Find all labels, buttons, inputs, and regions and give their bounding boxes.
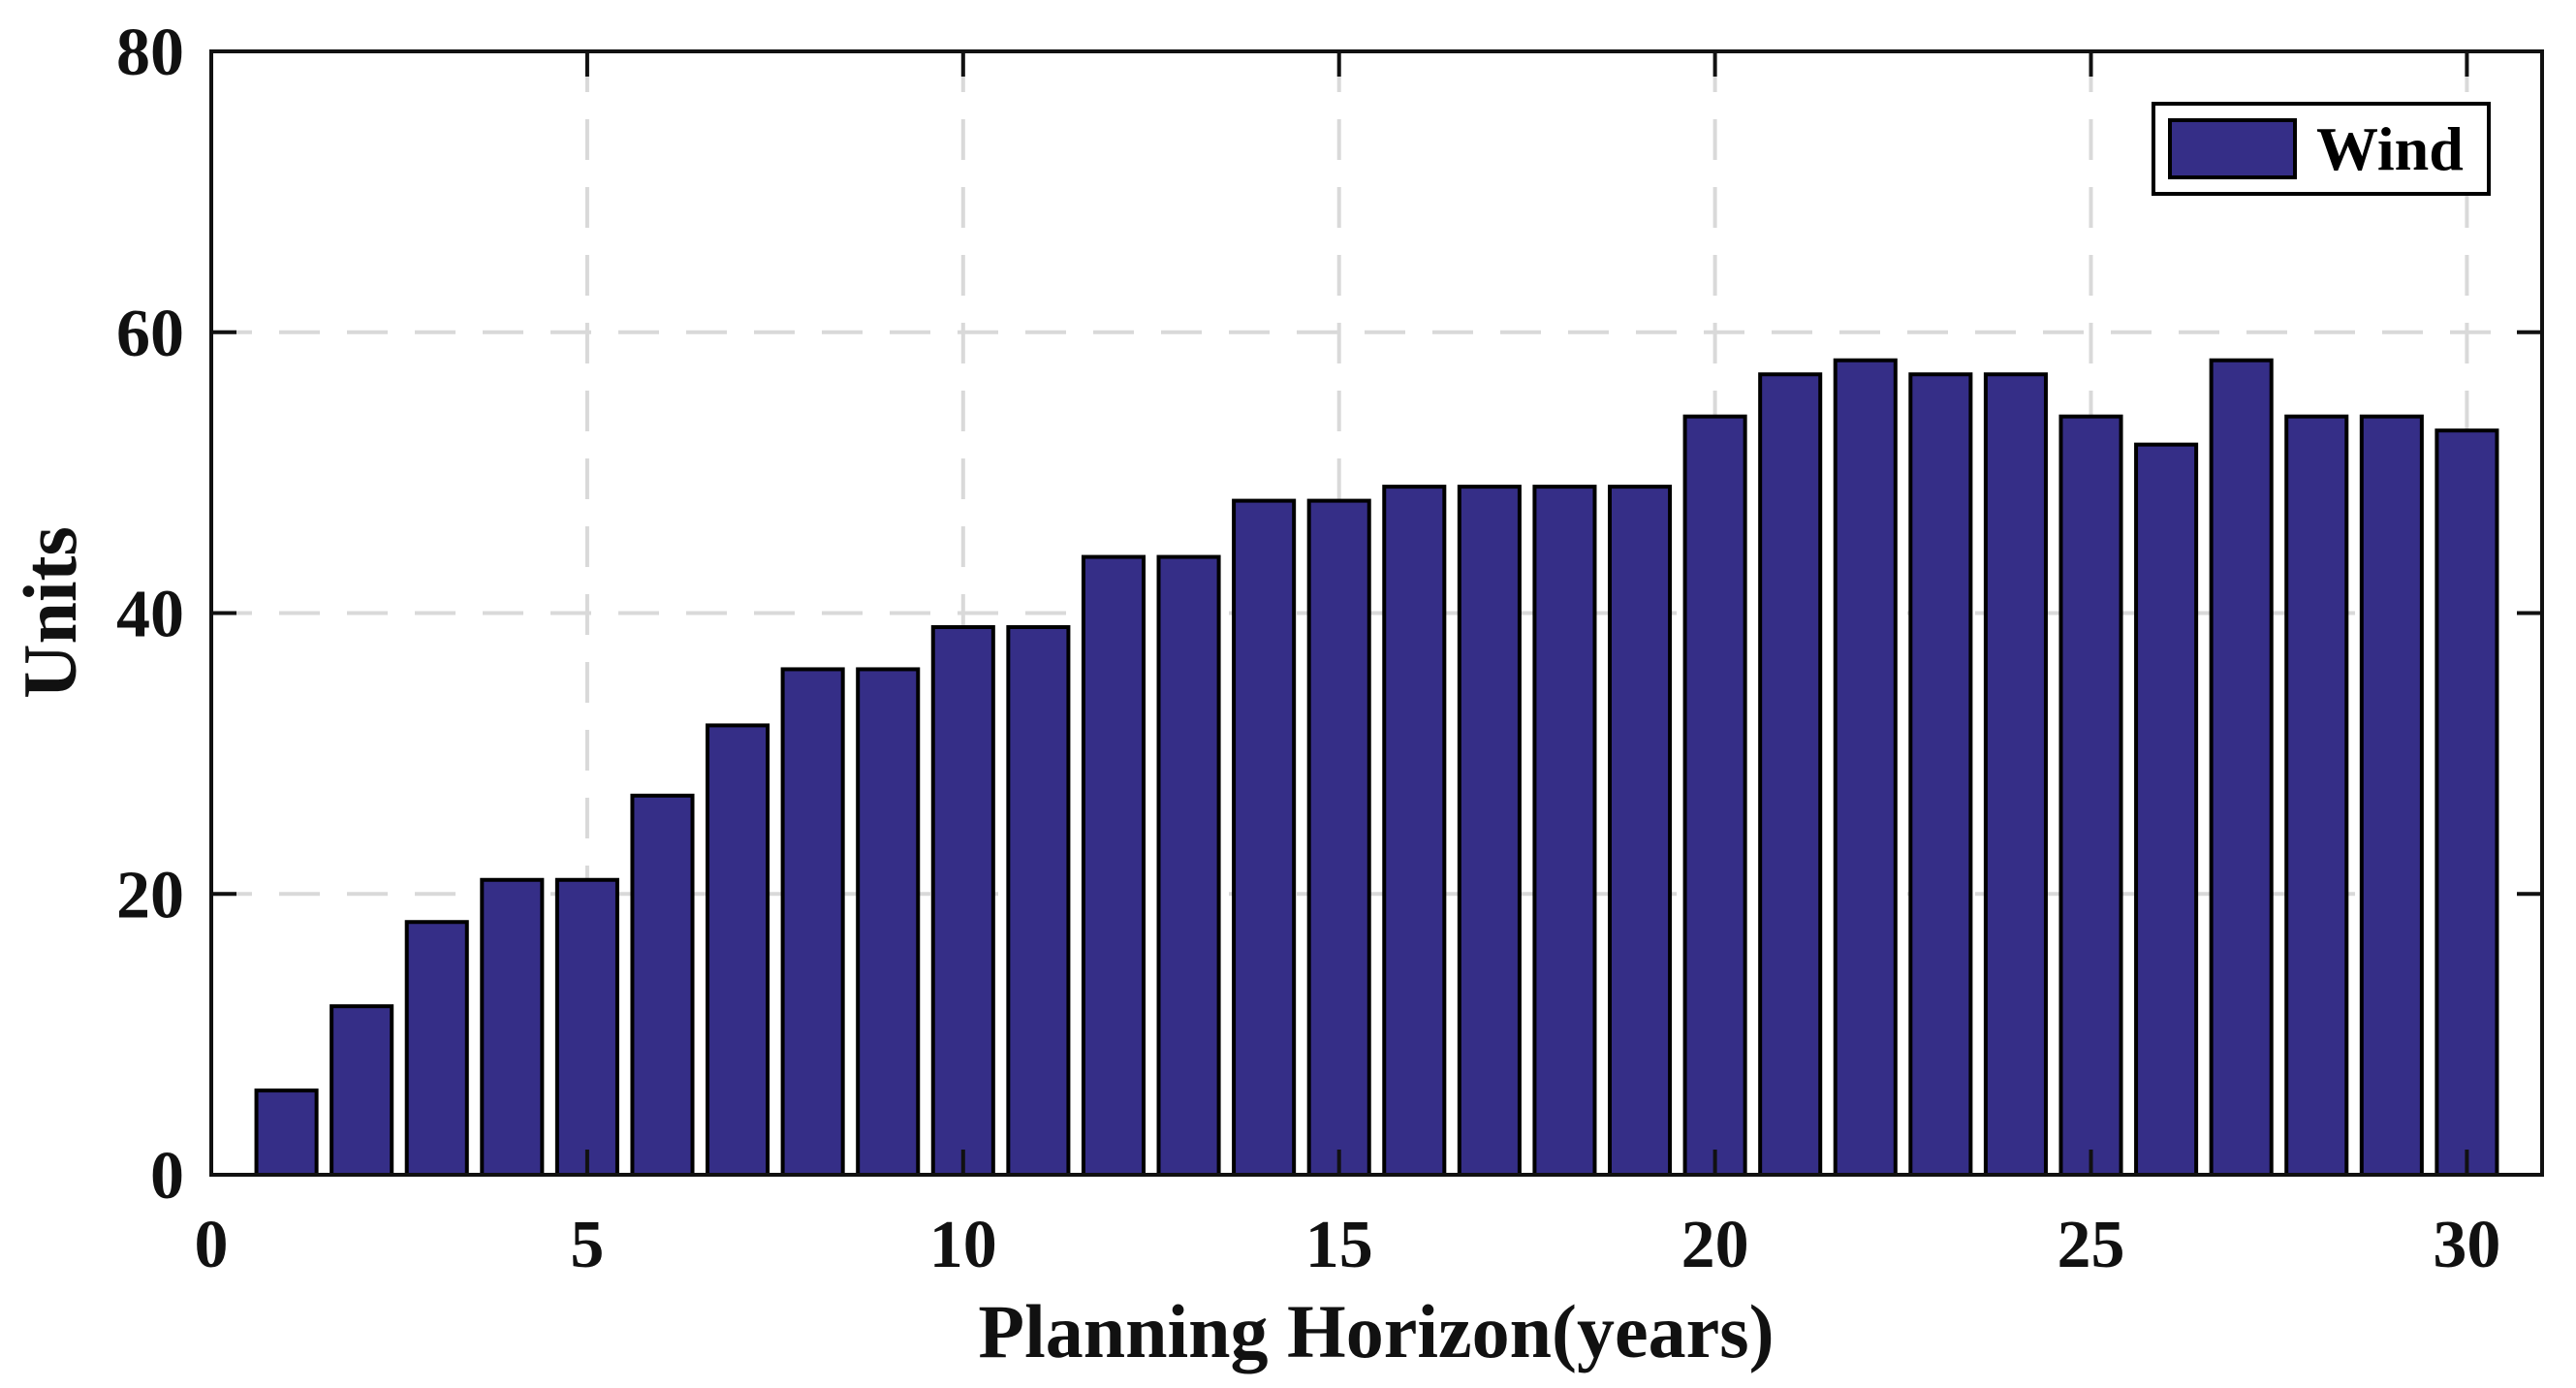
bar-year-28: [2284, 414, 2349, 1177]
bar-year-10: [930, 624, 995, 1177]
bar-year-24: [1983, 372, 2048, 1177]
bar-year-9: [856, 667, 921, 1177]
bar-year-26: [2134, 442, 2199, 1177]
legend-swatch-wind: [2168, 118, 2297, 179]
bar-year-11: [1006, 624, 1071, 1177]
bar-year-18: [1532, 485, 1597, 1177]
bar-year-2: [330, 1004, 394, 1178]
x-tick-label: 20: [1681, 1208, 1749, 1282]
bar-year-25: [2058, 414, 2123, 1177]
bar-year-23: [1908, 372, 1973, 1177]
x-tick-label: 5: [570, 1208, 604, 1282]
legend-label-wind: Wind: [2316, 113, 2464, 183]
bar-year-7: [706, 723, 770, 1178]
bar-year-16: [1382, 485, 1447, 1177]
bar-year-17: [1457, 485, 1522, 1177]
y-axis-label: Units: [8, 526, 92, 699]
y-tick-label: 40: [116, 578, 184, 652]
y-tick-label: 60: [116, 297, 184, 371]
bar-year-3: [404, 920, 469, 1177]
x-tick-label: 10: [929, 1208, 997, 1282]
bar-year-19: [1608, 485, 1673, 1177]
bar-year-6: [630, 793, 695, 1178]
bar-year-27: [2209, 358, 2274, 1178]
y-tick-label: 80: [116, 16, 184, 90]
bar-year-14: [1232, 498, 1297, 1177]
bar-year-22: [1833, 358, 1898, 1178]
x-tick-label: 15: [1305, 1208, 1373, 1282]
y-tick-label: 20: [116, 858, 184, 932]
x-tick-label: 0: [195, 1208, 229, 1282]
x-axis-label: Planning Horizon(years): [978, 1289, 1774, 1373]
x-tick-label: 30: [2433, 1208, 2500, 1282]
bar-year-12: [1081, 554, 1146, 1177]
bar-year-1: [254, 1088, 319, 1177]
bar-year-8: [780, 667, 845, 1177]
y-tick-label: 0: [150, 1139, 184, 1214]
bar-year-21: [1758, 372, 1823, 1177]
bar-year-13: [1156, 554, 1221, 1177]
bar-year-4: [480, 877, 545, 1177]
bar-year-5: [554, 877, 619, 1177]
bar-year-30: [2435, 428, 2499, 1178]
bar-year-20: [1682, 414, 1747, 1177]
legend: Wind: [2152, 102, 2491, 196]
x-tick-label: 25: [2058, 1208, 2125, 1282]
bar-year-29: [2359, 414, 2424, 1177]
bar-year-15: [1306, 498, 1371, 1177]
